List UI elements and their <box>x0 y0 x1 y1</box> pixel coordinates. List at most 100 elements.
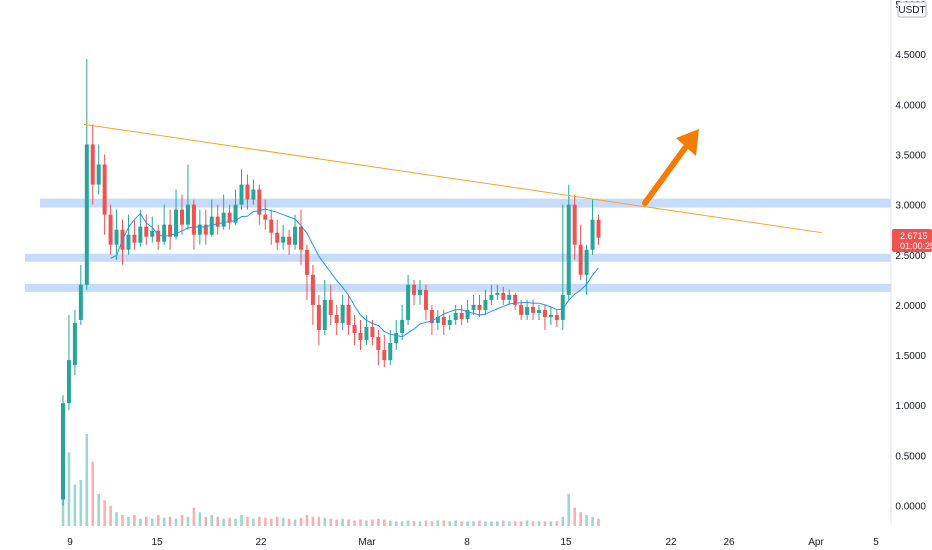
candle-body <box>334 314 339 323</box>
volume-bar <box>513 521 517 526</box>
candle <box>423 284 428 320</box>
candle-body <box>400 319 405 333</box>
volume-bar <box>353 520 356 526</box>
candle-body <box>263 214 268 220</box>
price-tick-label: 0.5000 <box>895 451 926 462</box>
candle <box>138 209 143 247</box>
volume-bar <box>597 518 600 526</box>
candle-body <box>275 232 280 243</box>
volume-bar <box>228 517 231 526</box>
volume-bar <box>436 520 440 526</box>
volume-bar <box>400 521 404 526</box>
candle <box>418 279 422 305</box>
candle-body <box>465 309 470 319</box>
candle <box>477 294 482 317</box>
candle <box>239 169 244 210</box>
candle <box>304 244 309 300</box>
volume-bar <box>460 521 463 526</box>
descending-trendline[interactable] <box>83 123 823 234</box>
candle <box>281 224 286 250</box>
candle-body <box>138 226 143 243</box>
resistance-zones <box>25 198 891 292</box>
candle-body <box>531 306 536 313</box>
candle-body <box>501 292 506 300</box>
volume-bar <box>204 516 208 526</box>
candle-body <box>72 322 77 366</box>
candle-body <box>132 234 137 243</box>
candle-body <box>346 304 351 325</box>
volume-bar <box>543 521 547 526</box>
volume-bar <box>150 518 154 526</box>
candle <box>370 319 375 346</box>
volume-bar <box>496 521 499 526</box>
volume-bar <box>127 516 130 526</box>
candle <box>78 264 83 325</box>
time-tick-label: 26 <box>723 537 735 548</box>
volume-bar <box>323 517 327 526</box>
candle <box>215 204 220 235</box>
candle-body <box>477 304 482 310</box>
volume-bar <box>484 521 487 526</box>
candle <box>346 294 351 335</box>
candle-body <box>168 224 173 237</box>
candle-body <box>358 332 363 341</box>
volume-bar <box>377 518 380 526</box>
time-tick-label: 5 <box>873 537 879 548</box>
volume-bar <box>371 519 374 526</box>
volume-bar <box>115 512 118 526</box>
volume-bar <box>269 518 273 526</box>
candle-body <box>257 189 262 215</box>
candle <box>382 334 387 368</box>
price-axis[interactable]: 0.0000 0.5000 1.0000 1.5000 2.0000 2.5000 3.00… <box>895 0 926 513</box>
candle-body <box>459 312 464 319</box>
candle-body <box>96 164 101 185</box>
candle-body <box>150 230 155 237</box>
volume-bar <box>85 434 89 526</box>
volume-bar <box>478 520 481 526</box>
volume-bar <box>388 520 392 526</box>
volume-bar <box>448 521 452 526</box>
candle-body <box>328 299 333 315</box>
volume-bar <box>198 512 202 526</box>
candle-body <box>554 314 559 320</box>
candle <box>566 184 571 300</box>
candle <box>102 154 107 235</box>
candle-body <box>596 219 601 238</box>
candle <box>507 289 512 305</box>
candle-body <box>114 229 119 245</box>
candle <box>191 199 196 250</box>
currency-label: USDT <box>898 5 925 16</box>
volume-bar <box>555 521 559 526</box>
resistance-zone <box>40 198 891 208</box>
candle <box>459 304 464 325</box>
candle <box>358 319 363 351</box>
candle <box>275 219 280 250</box>
volume-bar <box>186 516 190 526</box>
candle <box>263 199 268 230</box>
resistance-zone <box>25 253 891 262</box>
candle-body <box>537 309 541 313</box>
volume-bar <box>591 516 594 526</box>
candle-body <box>412 284 417 295</box>
time-axis[interactable]: 9 15 22 Mar 8 15 22 26 Apr 5 <box>67 537 879 548</box>
candle-body <box>578 244 583 275</box>
time-tick-label: 22 <box>665 537 677 548</box>
candle <box>108 204 113 255</box>
candle-body <box>174 209 179 237</box>
price-tick-label: 1.0000 <box>895 401 926 412</box>
candle <box>251 179 256 205</box>
candle-body <box>227 212 232 223</box>
candle <box>525 299 530 320</box>
arrow-head <box>676 129 699 156</box>
volume-bar <box>519 521 523 526</box>
candle-body <box>507 294 512 300</box>
time-tick-label: 15 <box>151 537 163 548</box>
candle-body <box>304 249 309 275</box>
candle <box>537 304 541 320</box>
volume-bar <box>162 517 166 526</box>
candle <box>554 309 559 327</box>
volume-bar <box>531 521 535 526</box>
time-tick-label: Mar <box>358 537 376 548</box>
